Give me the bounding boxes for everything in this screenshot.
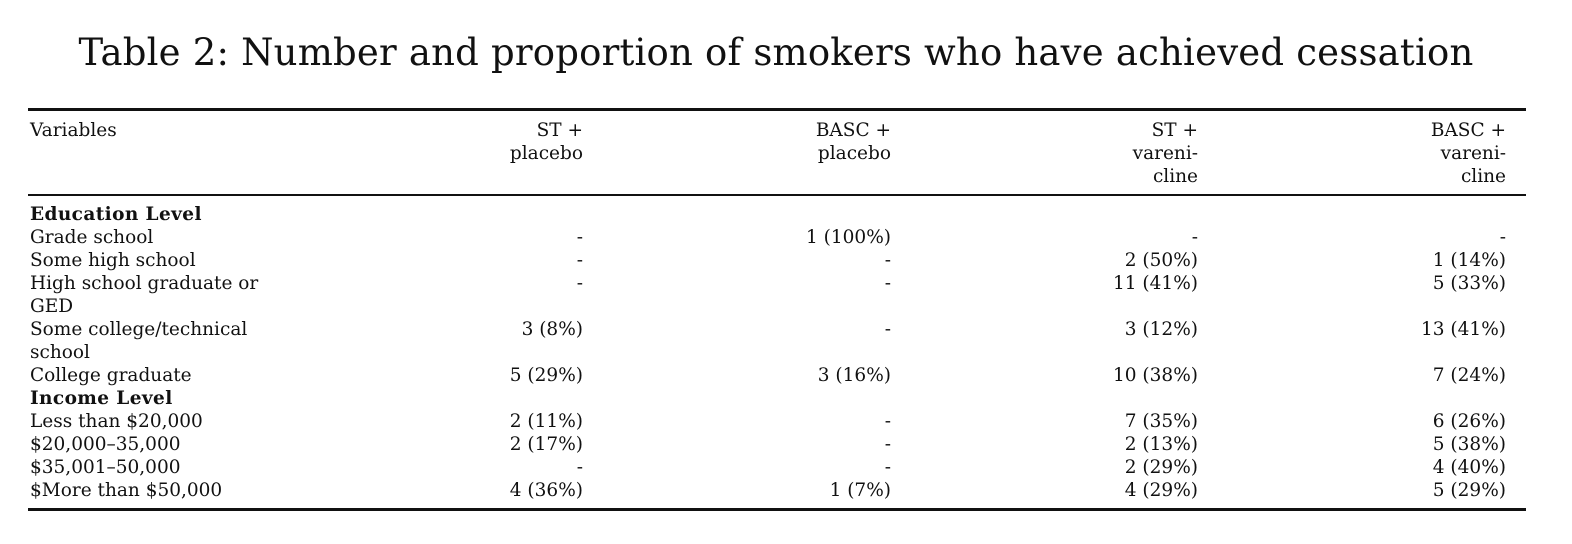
group-education-level: Education Level xyxy=(30,204,202,225)
table-cell: 2 (17%) xyxy=(509,434,583,455)
top-rule xyxy=(28,108,1526,111)
header-variables: Variables xyxy=(30,120,117,141)
table-cell: 3 (12%) xyxy=(1124,319,1198,340)
table-cell: 3 (8%) xyxy=(521,319,583,340)
table-cell: 1 (7%) xyxy=(829,480,891,501)
table-cell: - xyxy=(884,319,891,340)
header-st-placebo: ST + placebo xyxy=(510,119,583,165)
table-cell: - xyxy=(884,457,891,478)
header-st-varenicline: ST + vareni- cline xyxy=(1133,119,1198,188)
header-line: ST + xyxy=(536,120,583,141)
table-cell: 4 (40%) xyxy=(1432,457,1506,478)
table-cell: 13 (41%) xyxy=(1421,319,1506,340)
table-cell: - xyxy=(576,457,583,478)
row-label: Some college/technical xyxy=(30,319,248,340)
table-cell: 1 (100%) xyxy=(806,227,891,248)
bottom-rule xyxy=(28,508,1526,511)
table-cell: - xyxy=(884,411,891,432)
row-label-continued: school xyxy=(30,342,90,363)
table-cell: - xyxy=(884,434,891,455)
group-income-level: Income Level xyxy=(30,388,173,409)
table-cell: 7 (35%) xyxy=(1124,411,1198,432)
header-basc-placebo: BASC + placebo xyxy=(816,119,891,165)
row-label: College graduate xyxy=(30,365,192,386)
header-line: cline xyxy=(1460,166,1506,187)
table-cell: 4 (36%) xyxy=(509,480,583,501)
table-cell: 1 (14%) xyxy=(1432,250,1506,271)
table-cell: - xyxy=(1499,227,1506,248)
table-cell: 5 (29%) xyxy=(509,365,583,386)
table-cell: 2 (50%) xyxy=(1124,250,1198,271)
table-cell: 5 (38%) xyxy=(1432,434,1506,455)
table-cell: 2 (11%) xyxy=(509,411,583,432)
header-line: vareni- xyxy=(1440,143,1506,164)
table-cell: 5 (33%) xyxy=(1432,273,1506,294)
table-cell: - xyxy=(576,227,583,248)
table-cell: - xyxy=(884,273,891,294)
row-label-continued: GED xyxy=(30,296,74,317)
table-cell: 2 (13%) xyxy=(1124,434,1198,455)
table-cell: - xyxy=(576,250,583,271)
header-line: ST + xyxy=(1151,120,1198,141)
header-line: vareni- xyxy=(1132,143,1198,164)
row-label: Some high school xyxy=(30,250,196,271)
table-cell: 5 (29%) xyxy=(1432,480,1506,501)
header-line: BASC + xyxy=(815,120,891,141)
row-label: $More than $50,000 xyxy=(30,480,223,501)
header-line: placebo xyxy=(817,143,891,164)
table-cell: 4 (29%) xyxy=(1124,480,1198,501)
table-cell: 7 (24%) xyxy=(1432,365,1506,386)
table-cell: - xyxy=(884,250,891,271)
header-line: BASC + xyxy=(1430,120,1506,141)
header-line: cline xyxy=(1152,166,1198,187)
row-label: Less than $20,000 xyxy=(30,411,203,432)
table-caption: Table 2: Number and proportion of smoker… xyxy=(78,31,1474,74)
table-cell: 3 (16%) xyxy=(817,365,891,386)
row-label: High school graduate or xyxy=(30,273,259,294)
row-label: $20,000–35,000 xyxy=(30,434,181,455)
header-rule xyxy=(28,194,1526,196)
table-cell: 6 (26%) xyxy=(1432,411,1506,432)
table-cell: 10 (38%) xyxy=(1113,365,1198,386)
table-cell: 11 (41%) xyxy=(1113,273,1198,294)
table-cell: - xyxy=(576,273,583,294)
table-cell: 2 (29%) xyxy=(1124,457,1198,478)
header-basc-varenicline: BASC + vareni- cline xyxy=(1431,119,1506,188)
row-label: Grade school xyxy=(30,227,154,248)
table-cell: - xyxy=(1191,227,1198,248)
row-label: $35,001–50,000 xyxy=(30,457,181,478)
header-line: placebo xyxy=(509,143,583,164)
